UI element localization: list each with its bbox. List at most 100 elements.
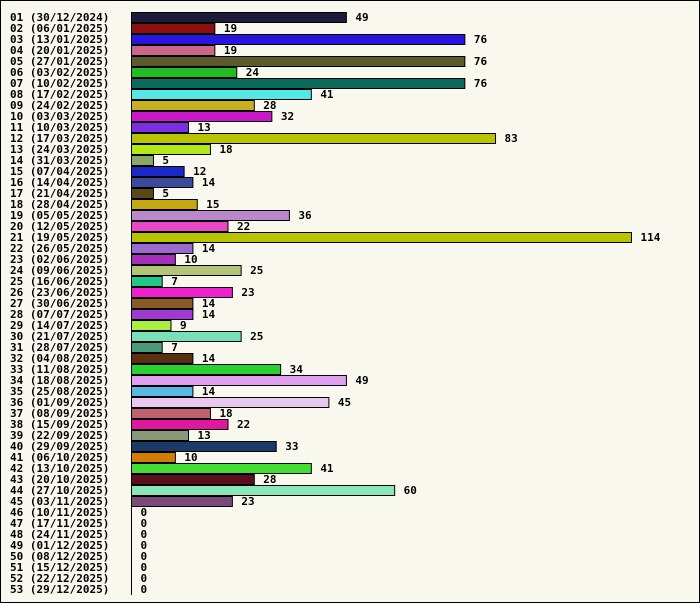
- category-label: 26 (23/06/2025): [10, 286, 109, 299]
- bar: [131, 430, 190, 441]
- category-label: 44 (27/10/2025): [10, 484, 109, 497]
- category-label: 08 (17/02/2025): [10, 88, 109, 101]
- bar: [131, 89, 312, 100]
- category-label: 06 (03/02/2025): [10, 66, 109, 79]
- bar: [131, 78, 466, 89]
- bar: [131, 221, 229, 232]
- bar: [131, 45, 216, 56]
- value-label: 14: [202, 176, 216, 189]
- category-label: 24 (09/06/2025): [10, 264, 109, 277]
- category-label: 17 (21/04/2025): [10, 187, 109, 200]
- category-label: 50 (08/12/2025): [10, 550, 109, 563]
- value-label: 24: [246, 66, 260, 79]
- bar: [131, 386, 194, 397]
- category-label: 14 (31/03/2025): [10, 154, 109, 167]
- category-label: 32 (04/08/2025): [10, 352, 109, 365]
- bar: [131, 441, 277, 452]
- bar: [131, 320, 172, 331]
- value-label: 10: [184, 253, 197, 266]
- bar: [131, 111, 273, 122]
- category-label: 22 (26/05/2025): [10, 242, 109, 255]
- category-label: 05 (27/01/2025): [10, 55, 109, 68]
- bar: [131, 276, 163, 287]
- bar: [131, 243, 194, 254]
- category-label: 49 (01/12/2025): [10, 539, 109, 552]
- bar: [131, 166, 185, 177]
- category-label: 01 (30/12/2024): [10, 11, 109, 24]
- value-label: 18: [219, 407, 232, 420]
- category-label: 28 (07/07/2025): [10, 308, 109, 321]
- value-labels: 4919761976247641283213831851214515362211…: [141, 11, 661, 596]
- value-label: 23: [241, 286, 254, 299]
- value-label: 0: [141, 517, 148, 530]
- value-label: 45: [338, 396, 351, 409]
- value-label: 36: [298, 209, 312, 222]
- bar: [131, 419, 229, 430]
- value-label: 18: [219, 143, 232, 156]
- value-label: 33: [285, 440, 298, 453]
- value-label: 12: [193, 165, 206, 178]
- bar: [131, 331, 242, 342]
- value-label: 0: [141, 550, 148, 563]
- bar: [131, 397, 330, 408]
- bar: [131, 265, 242, 276]
- value-label: 76: [474, 33, 488, 46]
- value-label: 76: [474, 77, 488, 90]
- category-label: 07 (10/02/2025): [10, 77, 109, 90]
- category-label: 47 (17/11/2025): [10, 517, 109, 530]
- bar: [131, 375, 347, 386]
- value-label: 15: [206, 198, 219, 211]
- value-label: 22: [237, 220, 250, 233]
- category-label: 51 (15/12/2025): [10, 561, 109, 574]
- category-label: 03 (13/01/2025): [10, 33, 109, 46]
- category-label: 16 (14/04/2025): [10, 176, 109, 189]
- value-label: 13: [198, 121, 211, 134]
- value-label: 25: [250, 264, 263, 277]
- value-label: 10: [184, 451, 197, 464]
- category-labels: 01 (30/12/2024)02 (06/01/2025)03 (13/01/…: [10, 11, 109, 596]
- bar: [131, 287, 233, 298]
- bar: [131, 12, 347, 23]
- category-label: 46 (10/11/2025): [10, 506, 109, 519]
- value-label: 22: [237, 418, 250, 431]
- category-label: 39 (22/09/2025): [10, 429, 109, 442]
- category-label: 04 (20/01/2025): [10, 44, 109, 57]
- value-label: 34: [290, 363, 304, 376]
- category-label: 36 (01/09/2025): [10, 396, 109, 409]
- value-label: 14: [202, 385, 216, 398]
- bar: [131, 177, 194, 188]
- bar: [131, 463, 312, 474]
- value-label: 41: [320, 88, 334, 101]
- category-label: 10 (03/03/2025): [10, 110, 109, 123]
- category-label: 33 (11/08/2025): [10, 363, 109, 376]
- value-label: 83: [505, 132, 518, 145]
- value-label: 0: [141, 506, 148, 519]
- category-label: 35 (25/08/2025): [10, 385, 109, 398]
- category-label: 40 (29/09/2025): [10, 440, 109, 453]
- value-label: 19: [224, 44, 237, 57]
- bar: [131, 254, 176, 265]
- bar: [131, 188, 154, 199]
- bar: [131, 23, 216, 34]
- bar: [131, 144, 211, 155]
- value-label: 28: [263, 473, 276, 486]
- category-label: 12 (17/03/2025): [10, 132, 109, 145]
- category-label: 19 (05/05/2025): [10, 209, 109, 222]
- bar: [131, 210, 290, 221]
- bar: [131, 199, 198, 210]
- bar: [131, 122, 190, 133]
- category-label: 31 (28/07/2025): [10, 341, 109, 354]
- value-label: 13: [198, 429, 211, 442]
- value-label: 41: [320, 462, 334, 475]
- value-label: 9: [180, 319, 187, 332]
- category-label: 11 (10/03/2025): [10, 121, 109, 134]
- category-label: 52 (22/12/2025): [10, 572, 109, 585]
- value-label: 0: [141, 561, 148, 574]
- bar: [131, 496, 233, 507]
- bar: [131, 100, 255, 111]
- value-label: 32: [281, 110, 294, 123]
- value-label: 0: [141, 539, 148, 552]
- value-label: 23: [241, 495, 254, 508]
